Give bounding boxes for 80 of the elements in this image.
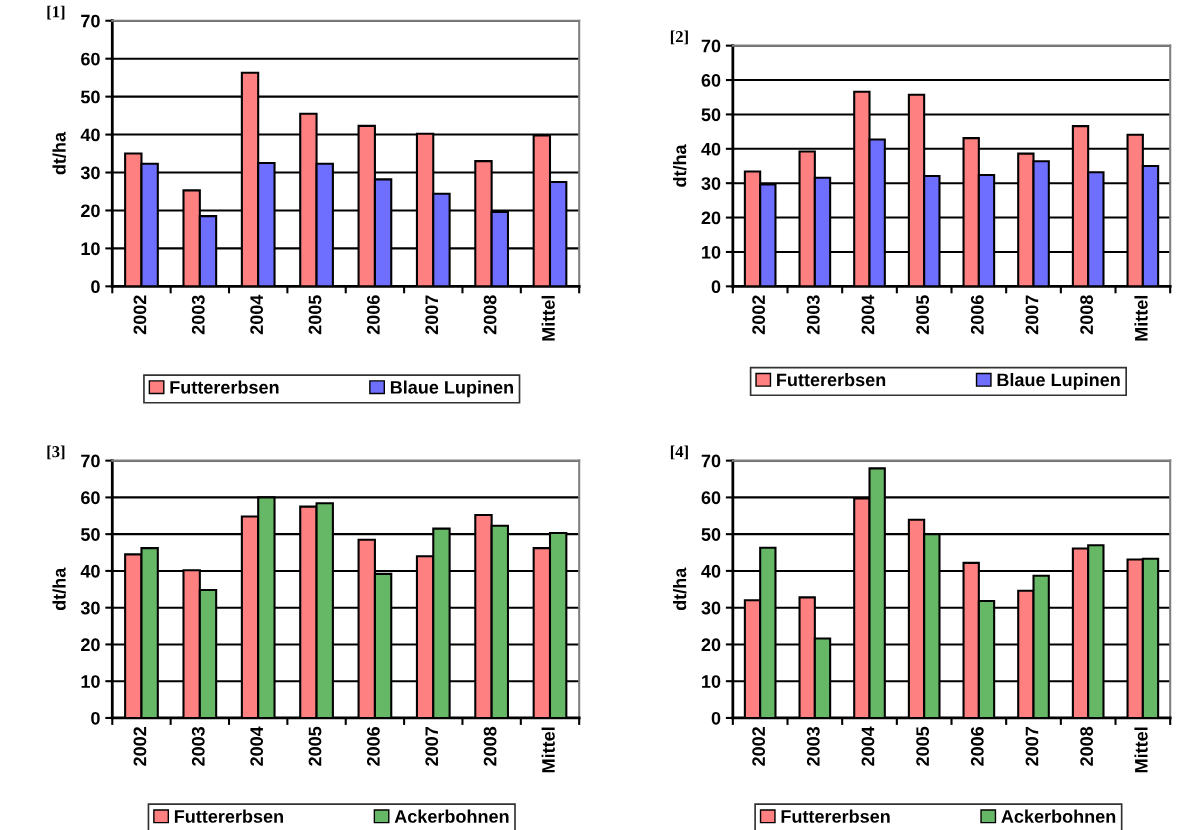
x-tick-label: 2004 (250, 726, 264, 766)
legend-label: Futtererbsen (170, 380, 279, 394)
y-tick-label: 60 (701, 73, 721, 87)
y-tick-label: 50 (701, 108, 721, 122)
y-axis-title: dt/ha (52, 567, 66, 611)
x-tick-label: 2008 (483, 726, 497, 766)
y-tick-label: 0 (91, 280, 100, 294)
x-tick-label: 2006 (366, 295, 380, 335)
y-tick-label: 60 (81, 52, 100, 66)
y-tick-label: 20 (701, 211, 721, 225)
legend-label: Futtererbsen (174, 809, 283, 823)
y-tick-label: 60 (81, 491, 100, 505)
x-tick-label: 2005 (308, 295, 322, 335)
y-tick-label: 70 (701, 39, 721, 53)
y-tick-label: 30 (80, 601, 100, 615)
x-tick-label: 2006 (970, 295, 984, 335)
x-tick-label: 2007 (425, 727, 439, 766)
legend-label: Blaue Lupinen (997, 373, 1120, 390)
y-tick-label: 70 (81, 454, 100, 468)
legend-label: Futtererbsen (777, 373, 886, 387)
y-tick-label: 50 (80, 90, 100, 104)
text: [1] (47, 5, 65, 20)
x-tick-label: 2007 (1025, 727, 1039, 766)
y-tick-label: 20 (701, 638, 721, 652)
y-tick-label: 30 (701, 177, 721, 190)
x-tick-label: Mittel (541, 295, 555, 341)
legend-label: Futtererbsen (781, 809, 890, 823)
x-tick-label: 2002 (752, 727, 766, 766)
x-tick-label: 2004 (861, 294, 875, 335)
text: [4] (670, 445, 688, 460)
y-tick-label: 10 (81, 675, 100, 688)
y-tick-label: 10 (702, 245, 721, 259)
legend-label: Ackerbohnen (1001, 809, 1116, 823)
y-tick-label: 20 (81, 204, 100, 218)
x-tick-label: 2003 (191, 295, 205, 335)
y-tick-label: 50 (701, 528, 721, 541)
x-tick-label: 2007 (425, 295, 439, 335)
legend-label: Ackerbohnen (394, 809, 509, 823)
y-tick-label: 40 (701, 564, 721, 578)
y-axis-title: dt/ha (673, 144, 687, 187)
x-tick-label: 2002 (752, 295, 766, 335)
y-axis-title: dt/ha (673, 567, 687, 611)
x-tick-label: 2004 (861, 726, 875, 766)
y-tick-label: 10 (81, 242, 100, 256)
x-tick-label: 2005 (916, 726, 930, 766)
x-tick-label: 2008 (1080, 726, 1094, 766)
y-tick-label: 0 (91, 711, 100, 725)
y-tick-label: 70 (701, 454, 721, 468)
x-tick-label: 2005 (916, 295, 930, 335)
x-tick-label: 2002 (133, 727, 147, 766)
x-tick-label: 2007 (1025, 295, 1039, 335)
x-tick-label: Mittel (1134, 727, 1148, 773)
text: [3] (47, 445, 65, 460)
y-tick-label: 20 (81, 638, 100, 652)
y-tick-label: 70 (81, 14, 100, 28)
x-tick-label: 2003 (806, 295, 820, 335)
x-tick-label: 2004 (250, 294, 264, 335)
x-tick-label: 2008 (483, 295, 497, 335)
y-tick-label: 10 (702, 675, 721, 688)
x-tick-label: 2003 (191, 726, 205, 766)
y-axis-title: dt/ha (52, 131, 66, 175)
y-tick-label: 40 (701, 142, 721, 156)
y-tick-label: 60 (701, 491, 721, 505)
y-tick-label: 0 (711, 711, 721, 725)
y-tick-label: 30 (80, 166, 100, 180)
x-tick-label: 2003 (806, 726, 820, 766)
y-tick-label: 0 (711, 280, 721, 294)
x-tick-label: 2006 (366, 726, 380, 766)
x-tick-label: 2006 (970, 726, 984, 766)
x-tick-label: 2005 (308, 726, 322, 766)
y-tick-label: 40 (80, 128, 100, 142)
legend-label: Blaue Lupinen (390, 380, 513, 398)
x-tick-label: Mittel (541, 727, 555, 773)
x-tick-label: 2008 (1080, 295, 1094, 335)
x-tick-label: Mittel (1134, 295, 1148, 341)
text: [2] (670, 30, 688, 45)
y-tick-label: 30 (701, 601, 721, 615)
y-tick-label: 40 (80, 564, 100, 578)
x-tick-label: 2002 (133, 295, 147, 335)
y-tick-label: 50 (80, 528, 100, 541)
